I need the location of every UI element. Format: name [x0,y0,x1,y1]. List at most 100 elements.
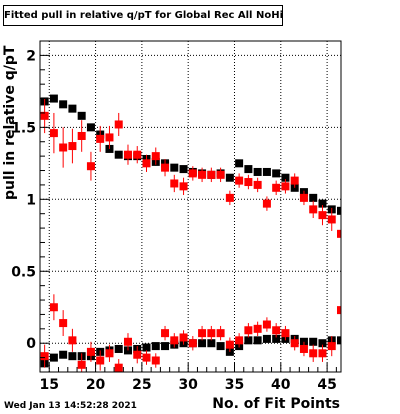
data-point [337,206,342,215]
point-marker [142,343,151,352]
point-marker [207,329,216,338]
point-marker [151,152,160,161]
y-tick-label: 1 [26,192,36,208]
point-marker [216,342,225,351]
point-marker [262,320,271,329]
point-marker [179,182,188,191]
data-point [207,339,216,348]
y-tick-label: 0.5 [11,264,36,280]
point-marker [253,180,262,189]
point-marker [272,183,281,192]
x-tick-label: 35 [225,377,244,393]
data-point [77,353,86,372]
point-marker [68,336,77,345]
data-point [68,352,77,361]
point-marker [244,326,253,335]
point-marker [309,205,318,214]
point-marker [170,163,179,172]
point-marker [170,179,179,188]
data-point [142,350,151,365]
point-marker [161,163,170,172]
data-point [198,339,207,348]
data-point [272,169,281,178]
data-point [216,167,225,183]
data-point [244,336,253,345]
data-point [114,344,123,353]
data-point [142,343,151,352]
data-point [114,359,123,372]
data-point [49,94,58,103]
data-point [77,120,86,152]
y-axis-label: pull in relative q/pT [2,45,18,200]
point-marker [262,167,271,176]
point-marker [77,131,86,140]
point-marker [49,129,58,138]
point-marker [77,360,86,369]
data-point [161,342,170,351]
data-point [216,325,225,341]
point-marker [244,165,253,174]
point-marker [59,319,68,328]
point-marker [77,111,86,120]
point-marker [281,182,290,191]
data-point [59,310,68,337]
data-point [68,128,77,164]
point-marker [235,176,244,185]
point-marker [337,306,341,315]
data-point [253,167,262,176]
point-marker [170,336,179,345]
point-marker [86,123,95,132]
point-marker [40,352,49,361]
data-point [235,333,244,348]
point-marker [86,162,95,171]
data-point [216,342,225,351]
point-marker [327,215,336,224]
data-point [207,167,216,183]
data-point [235,173,244,188]
point-marker [207,339,216,348]
data-point [133,346,142,364]
data-point [198,325,207,341]
data-point [49,294,58,321]
point-marker [151,342,160,351]
plot-frame [39,40,342,373]
data-point [179,165,188,174]
point-marker [337,229,341,238]
data-point [262,334,271,343]
point-marker [68,104,77,113]
data-point [105,125,114,149]
data-point [142,154,151,172]
point-marker [198,329,207,338]
point-marker [123,337,132,346]
data-point [244,165,253,174]
point-marker [216,170,225,179]
data-point [170,163,179,172]
point-marker [105,133,114,142]
data-point [318,205,327,226]
data-point [151,353,160,368]
point-marker [179,165,188,174]
point-marker [235,336,244,345]
data-point [299,341,308,357]
data-point [123,333,132,351]
data-point [337,298,342,322]
point-marker [198,339,207,348]
data-point [96,125,105,152]
data-point [151,147,160,165]
point-marker [337,336,341,345]
data-point [114,150,123,159]
point-marker [309,193,318,202]
data-point [318,344,327,362]
point-marker [318,199,327,208]
data-point [198,167,207,183]
point-marker [207,170,216,179]
point-marker [68,142,77,151]
point-marker [161,329,170,338]
data-point [337,220,342,247]
data-point [133,146,142,164]
point-marker [96,134,105,143]
point-marker [318,339,327,348]
point-marker [114,150,123,159]
data-point [225,337,234,352]
